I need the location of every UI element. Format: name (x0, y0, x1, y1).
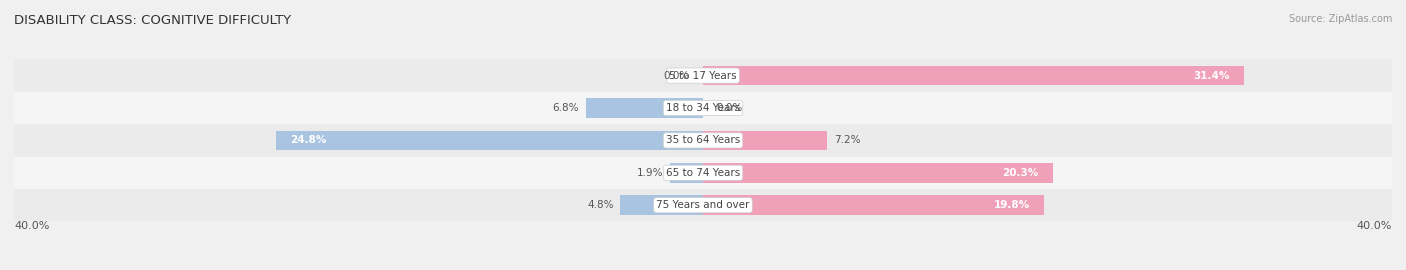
Text: 7.2%: 7.2% (834, 135, 860, 146)
Text: 1.9%: 1.9% (637, 168, 664, 178)
Bar (14, 157, 1392, 189)
Text: 40.0%: 40.0% (14, 221, 49, 231)
Bar (620, 195, 703, 215)
Text: 0.0%: 0.0% (717, 103, 742, 113)
Text: 24.8%: 24.8% (290, 135, 326, 146)
Bar (703, 66, 1244, 85)
Text: 35 to 64 Years: 35 to 64 Years (666, 135, 740, 146)
Bar (586, 98, 703, 118)
Legend: Male, Female: Male, Female (643, 269, 763, 270)
Bar (14, 92, 1392, 124)
Text: 40.0%: 40.0% (1357, 221, 1392, 231)
Bar (14, 59, 1392, 92)
Text: 0.0%: 0.0% (664, 70, 689, 81)
Text: Source: ZipAtlas.com: Source: ZipAtlas.com (1288, 14, 1392, 23)
Text: 6.8%: 6.8% (553, 103, 579, 113)
Text: 65 to 74 Years: 65 to 74 Years (666, 168, 740, 178)
Text: 18 to 34 Years: 18 to 34 Years (666, 103, 740, 113)
Text: 4.8%: 4.8% (586, 200, 613, 210)
Bar (671, 163, 703, 183)
Bar (276, 131, 703, 150)
Text: 20.3%: 20.3% (1002, 168, 1039, 178)
Bar (14, 189, 1392, 221)
Bar (703, 131, 827, 150)
Text: DISABILITY CLASS: COGNITIVE DIFFICULTY: DISABILITY CLASS: COGNITIVE DIFFICULTY (14, 14, 291, 26)
Text: 31.4%: 31.4% (1194, 70, 1230, 81)
Text: 19.8%: 19.8% (994, 200, 1031, 210)
Text: 75 Years and over: 75 Years and over (657, 200, 749, 210)
Bar (14, 124, 1392, 157)
Text: 5 to 17 Years: 5 to 17 Years (669, 70, 737, 81)
Bar (703, 195, 1045, 215)
Bar (703, 163, 1053, 183)
